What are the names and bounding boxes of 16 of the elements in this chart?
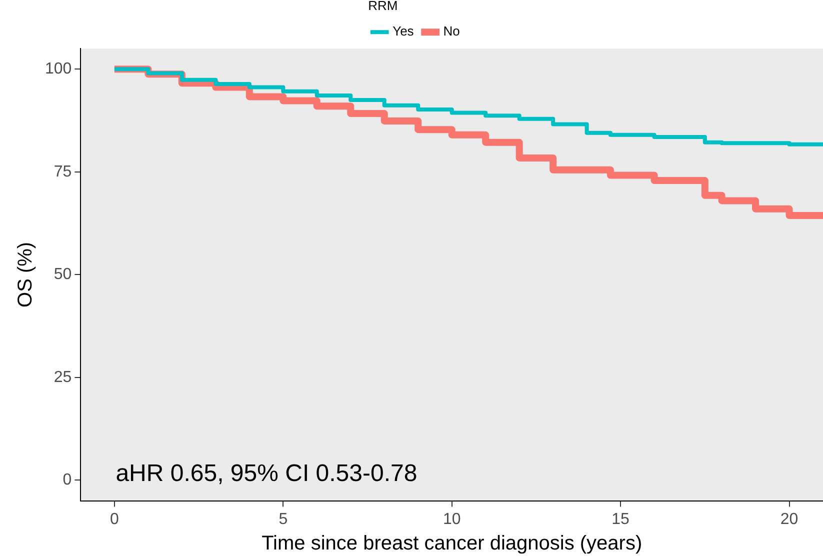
x-tick-label: 15 <box>612 510 630 528</box>
x-axis-title: Time since breast cancer diagnosis (years) <box>262 532 642 555</box>
y-axis-title: OS (%) <box>14 242 37 308</box>
annotation: aHR 0.65, 95% CI 0.53-0.78 <box>116 460 418 487</box>
y-tick-label: 25 <box>54 368 72 386</box>
legend-label: No <box>443 24 460 39</box>
y-tick-label: 50 <box>54 266 72 284</box>
x-tick-label: 0 <box>110 510 119 528</box>
y-tick-label: 75 <box>54 163 72 180</box>
y-tick-label: 0 <box>62 472 72 489</box>
x-tick-label: 20 <box>780 510 798 528</box>
legend-title: RRM <box>368 0 398 14</box>
y-tick-label: 100 <box>44 60 72 78</box>
x-tick-label: 5 <box>278 510 288 528</box>
legend-label: Yes <box>392 24 414 39</box>
x-tick-label: 10 <box>442 510 461 528</box>
